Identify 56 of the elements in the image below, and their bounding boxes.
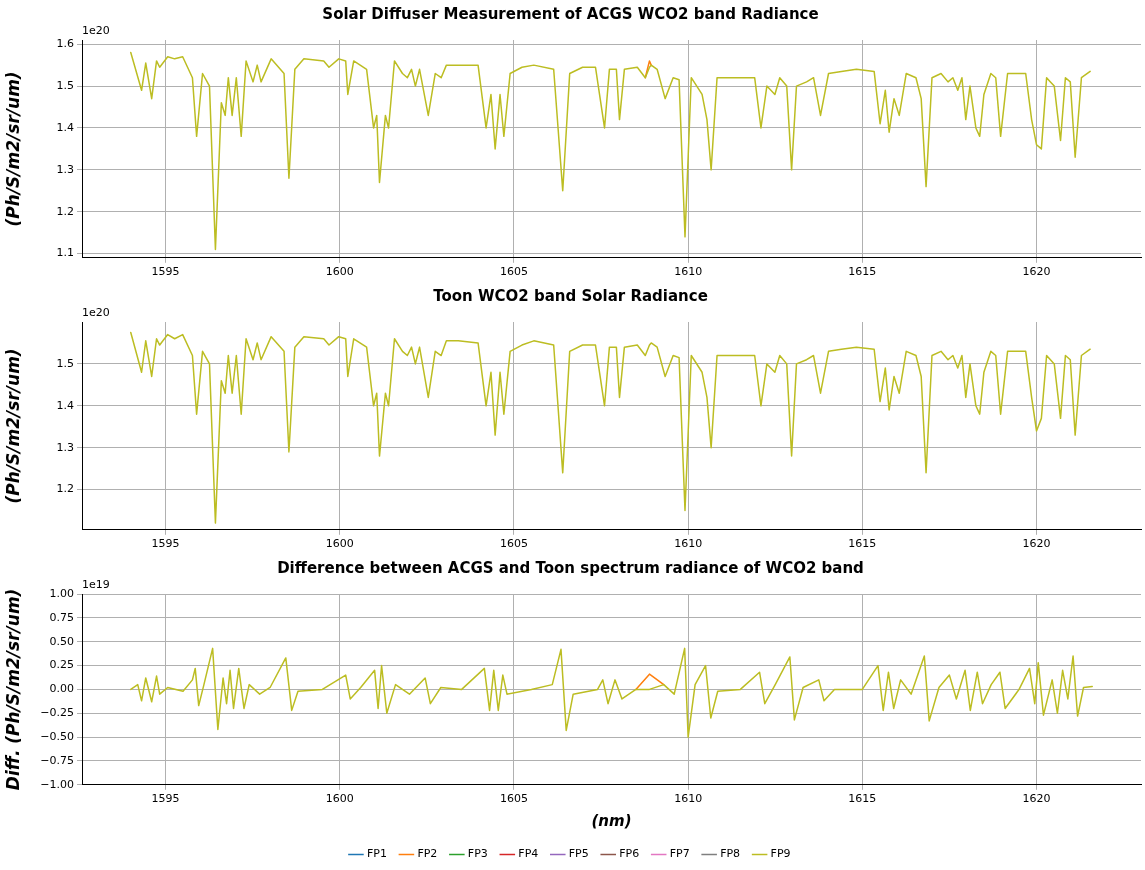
text: 1e19 [82, 578, 110, 592]
x-tick-label: 1610 [674, 265, 703, 279]
x-tick-label: 1615 [848, 537, 877, 551]
y-tick-label: 1.3 [56, 162, 74, 176]
y-tick-label: 0.25 [49, 658, 74, 672]
y-tick-label: 1.6 [56, 37, 74, 51]
y-tick-label: 0.50 [49, 634, 74, 648]
legend-label: FP8 [720, 847, 741, 861]
x-tick-label: 1620 [1022, 537, 1051, 551]
x-tick-label: 1605 [499, 537, 528, 551]
x-axis-title: (nm) [591, 811, 632, 830]
text: 1e20 [82, 306, 110, 320]
x-tick-label: 1615 [848, 792, 877, 806]
legend-label: FP3 [467, 847, 488, 861]
legend-label: FP2 [417, 847, 438, 861]
y-tick-label: 1.1 [56, 246, 74, 260]
legend-label: FP4 [518, 847, 539, 861]
y-tick-label: 1.5 [56, 356, 74, 370]
x-tick-label: 1620 [1022, 265, 1051, 279]
legend-label: FP5 [568, 847, 589, 861]
x-tick-label: 1600 [325, 792, 354, 806]
legend-label: FP6 [619, 847, 640, 861]
y-tick-label: 1.5 [56, 78, 74, 92]
y-tick-label: 1.2 [56, 204, 74, 218]
x-tick-label: 1595 [151, 537, 180, 551]
y-tick-label: −0.25 [40, 706, 74, 720]
y-tick-label: 1.2 [56, 482, 74, 496]
y-tick-label: 1.4 [56, 398, 74, 412]
x-tick-label: 1595 [151, 265, 180, 279]
x-tick-label: 1610 [674, 537, 703, 551]
y-tick-label: 1.4 [56, 120, 74, 134]
x-tick-label: 1610 [674, 792, 703, 806]
y-tick-label: 0.00 [49, 682, 74, 696]
x-tick-label: 1605 [499, 265, 528, 279]
chart-title: Solar Diffuser Measurement of ACGS WCO2 band Radiance [322, 4, 819, 23]
x-tick-label: 1615 [848, 265, 877, 279]
y-tick-label: −0.75 [40, 753, 74, 767]
x-tick-label: 1605 [499, 792, 528, 806]
y-tick-label: 1.00 [49, 586, 74, 600]
y-axis-title: (Ph/S/m2/sr/um) [2, 348, 23, 504]
text: 1e20 [82, 24, 110, 38]
y-tick-label: −0.50 [40, 729, 74, 743]
legend-label: FP7 [669, 847, 690, 861]
chart-title: Toon WCO2 band Solar Radiance [433, 286, 708, 305]
y-axis-title: Diff. (Ph/S/m2/sr/um) [2, 588, 23, 791]
chart-title: Difference between ACGS and Toon spectrum radiance of WCO2 band [277, 558, 864, 577]
y-tick-label: 1.3 [56, 440, 74, 454]
y-axis-title: (Ph/S/m2/sr/um) [2, 71, 23, 227]
x-tick-label: 1620 [1022, 792, 1051, 806]
legend-label: FP1 [366, 847, 387, 861]
y-tick-label: −1.00 [40, 777, 74, 791]
legend-label: FP9 [770, 847, 791, 861]
x-tick-label: 1600 [325, 537, 354, 551]
y-tick-label: 0.75 [49, 610, 74, 624]
x-tick-label: 1595 [151, 792, 180, 806]
x-tick-label: 1600 [325, 265, 354, 279]
